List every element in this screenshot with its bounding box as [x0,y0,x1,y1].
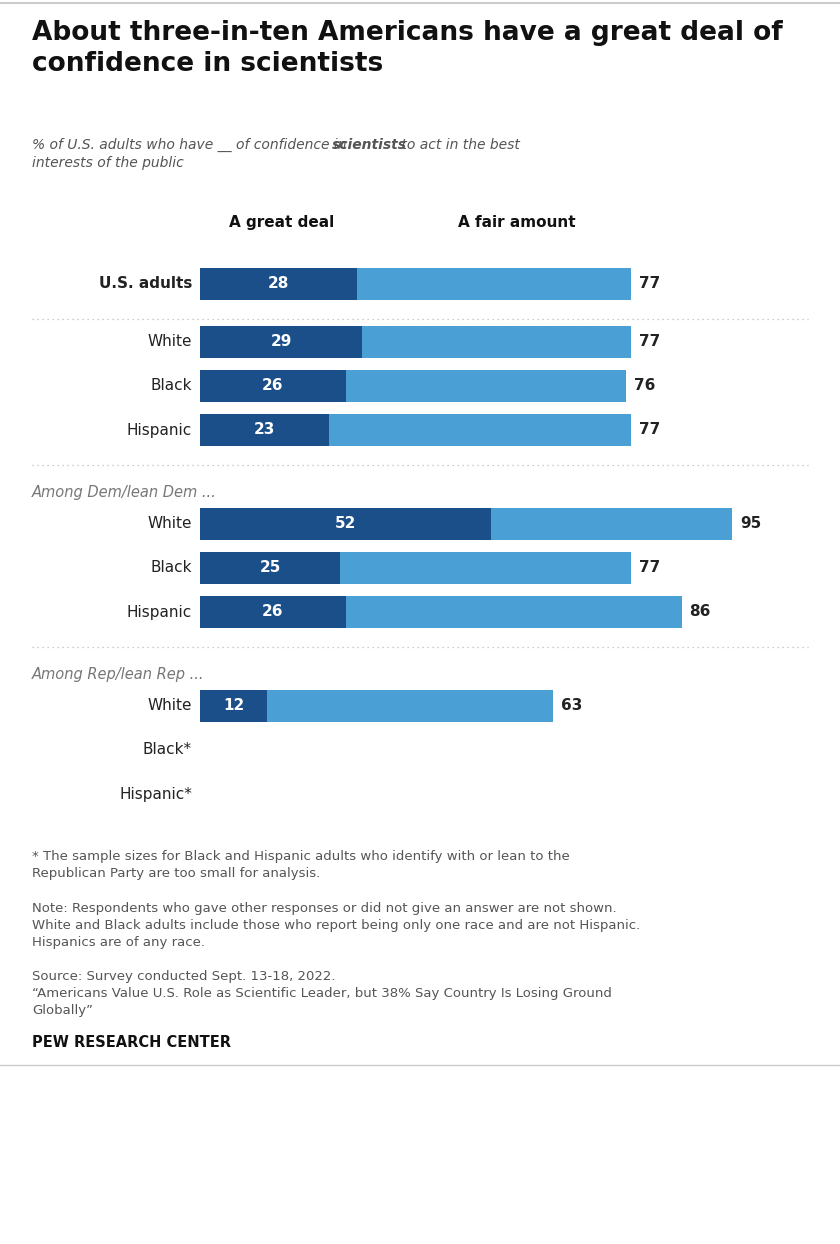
Bar [200,414,631,447]
Text: 28: 28 [268,276,289,291]
Text: 29: 29 [270,335,291,350]
Text: 77: 77 [639,423,660,438]
Text: Hispanic*: Hispanic* [119,786,192,801]
Bar [200,267,631,300]
Text: 52: 52 [335,516,356,531]
Text: 25: 25 [260,561,281,576]
Text: 77: 77 [639,335,660,350]
Bar [200,326,631,358]
Text: 23: 23 [254,423,275,438]
Text: 26: 26 [262,605,284,620]
Text: Black: Black [150,561,192,576]
Text: Black*: Black* [143,743,192,758]
Text: PEW RESEARCH CENTER: PEW RESEARCH CENTER [32,1035,231,1050]
Text: White: White [148,516,192,531]
Text: Note: Respondents who gave other responses or did not give an answer are not sho: Note: Respondents who gave other respons… [32,902,640,949]
Bar [200,369,626,402]
Bar [200,552,631,583]
Text: interests of the public: interests of the public [32,156,184,170]
Text: Hispanic: Hispanic [127,423,192,438]
Text: White: White [148,335,192,350]
Bar [200,369,345,402]
Bar [200,267,357,300]
Bar [200,414,328,447]
Text: scientists: scientists [332,138,407,152]
Text: 76: 76 [633,378,655,393]
Text: 77: 77 [639,276,660,291]
Bar [200,690,553,722]
Bar [200,596,681,628]
Bar [200,508,491,540]
Text: Among Rep/lean Rep ...: Among Rep/lean Rep ... [32,667,204,682]
Text: Hispanic: Hispanic [127,605,192,620]
Text: Source: Survey conducted Sept. 13-18, 2022.
“Americans Value U.S. Role as Scient: Source: Survey conducted Sept. 13-18, 20… [32,970,612,1018]
Text: 95: 95 [740,516,761,531]
Bar [200,552,340,583]
Text: to act in the best: to act in the best [397,138,520,152]
Text: 77: 77 [639,561,660,576]
Text: % of U.S. adults who have __ of confidence in: % of U.S. adults who have __ of confiden… [32,138,351,152]
Text: 12: 12 [223,698,244,714]
Bar [200,596,345,628]
Text: 86: 86 [690,605,711,620]
Text: U.S. adults: U.S. adults [98,276,192,291]
Text: White: White [148,698,192,714]
Bar [200,690,267,722]
Text: Black: Black [150,378,192,393]
Text: 26: 26 [262,378,284,393]
Bar [200,326,362,358]
Text: 63: 63 [561,698,582,714]
Text: About three-in-ten Americans have a great deal of
confidence in scientists: About three-in-ten Americans have a grea… [32,20,783,77]
Text: Among Dem/lean Dem ...: Among Dem/lean Dem ... [32,485,217,500]
Text: A fair amount: A fair amount [458,215,575,230]
Text: A great deal: A great deal [228,215,333,230]
Text: * The sample sizes for Black and Hispanic adults who identify with or lean to th: * The sample sizes for Black and Hispani… [32,850,570,880]
Bar [200,508,732,540]
